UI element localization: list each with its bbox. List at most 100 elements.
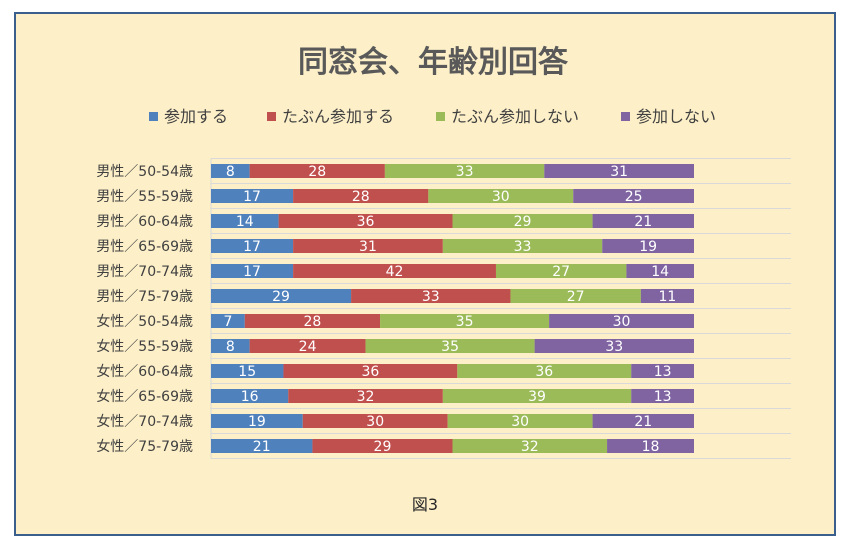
data-label: 33 (514, 239, 532, 255)
data-label: 19 (639, 239, 657, 255)
figure-caption: 図3 (412, 495, 438, 514)
legend-swatch (621, 112, 630, 121)
data-label: 24 (299, 339, 317, 355)
gridlines (210, 158, 791, 459)
data-label: 29 (514, 214, 532, 230)
bar-segment (457, 364, 632, 378)
data-label: 39 (528, 389, 546, 405)
legend-swatch (267, 112, 276, 121)
data-label: 17 (243, 239, 261, 255)
bar-segment (312, 439, 453, 453)
bar-segment (293, 239, 443, 253)
chart-svg: 同窓会、年齢別回答 参加する たぶん参加する たぶん参加しない 参加しない 男性／50… (96, 45, 791, 514)
bar-segment (211, 239, 294, 253)
bar-segment (211, 264, 294, 278)
category-label: 男性／50-54歳 (96, 164, 193, 180)
bar-segment (549, 314, 694, 328)
data-label: 21 (253, 439, 271, 455)
bars: 8 28 33 31 17 28 30 25 14 36 29 21 17 31 33 19 17 42 27 14 2… (211, 164, 694, 455)
category-label: 女性／55-59歳 (96, 338, 193, 355)
bar-segment (211, 414, 303, 428)
data-label: 32 (521, 439, 539, 455)
data-label: 13 (654, 389, 672, 405)
bar-segment (626, 264, 694, 278)
bar-segment (631, 364, 694, 378)
bar-segment (244, 314, 381, 328)
data-label: 21 (634, 214, 652, 230)
data-label: 13 (654, 364, 672, 380)
category-label: 女性／60-64歳 (96, 363, 193, 380)
data-label: 19 (248, 414, 266, 430)
data-label: 33 (422, 289, 440, 305)
category-label: 男性／70-74歳 (96, 264, 193, 280)
data-label: 36 (361, 364, 379, 380)
bar-segment (452, 214, 593, 228)
bar-segment (384, 164, 545, 178)
data-label: 11 (659, 289, 677, 305)
bar-segment (428, 189, 574, 203)
legend-label: たぶん参加する (282, 107, 394, 126)
legend-swatch (149, 112, 158, 121)
bar-segment (452, 439, 608, 453)
bar-segment (544, 164, 694, 178)
bar-segment (640, 289, 694, 303)
chart-area: 同窓会、年齢別回答 参加する たぶん参加する たぶん参加しない 参加しない 男性／50… (14, 12, 836, 536)
data-label: 36 (535, 364, 553, 380)
data-label: 7 (223, 314, 232, 330)
legend-swatch (436, 112, 445, 121)
bar-segment (293, 264, 496, 278)
data-label: 29 (374, 439, 392, 455)
data-label: 30 (511, 414, 529, 430)
bar-segment (442, 239, 603, 253)
data-label: 31 (359, 239, 377, 255)
data-label: 33 (456, 164, 474, 180)
data-label: 42 (386, 264, 404, 280)
bar-segment (211, 439, 313, 453)
legend-label: 参加する (164, 107, 228, 126)
bar-segment (592, 214, 694, 228)
bar-segment (534, 339, 694, 353)
data-label: 32 (357, 389, 375, 405)
data-label: 8 (226, 339, 235, 355)
bar-segment (211, 289, 352, 303)
data-label: 28 (352, 189, 370, 205)
category-label: 男性／75-79歳 (96, 289, 193, 305)
bar-segment (365, 339, 535, 353)
bar-segment (211, 214, 279, 228)
bar-segment (211, 339, 250, 353)
bar-segment (211, 164, 250, 178)
bar-segment (442, 389, 632, 403)
data-label: 30 (366, 414, 384, 430)
data-label: 28 (304, 314, 322, 330)
data-label: 15 (238, 364, 256, 380)
data-label: 30 (492, 189, 510, 205)
bar-segment (351, 289, 511, 303)
data-label: 35 (441, 339, 459, 355)
data-label: 25 (625, 189, 643, 205)
category-label: 女性／70-74歳 (96, 413, 193, 430)
bar-segment (278, 214, 453, 228)
bar-segment (283, 364, 458, 378)
bar-segment (495, 264, 627, 278)
data-label: 36 (357, 214, 375, 230)
data-label: 8 (226, 164, 235, 180)
data-label: 28 (308, 164, 326, 180)
data-label: 18 (642, 439, 660, 455)
data-label: 14 (651, 264, 669, 280)
bar-segment (631, 389, 694, 403)
data-label: 17 (243, 189, 261, 205)
chart-title: 同窓会、年齢別回答 (298, 45, 569, 80)
data-label: 17 (243, 264, 261, 280)
bar-segment (211, 189, 294, 203)
bar-segment (592, 414, 694, 428)
data-label: 27 (567, 289, 585, 305)
category-label: 女性／75-79歳 (96, 438, 193, 455)
legend-label: たぶん参加しない (451, 107, 579, 126)
bar-segment (302, 414, 448, 428)
category-labels: 男性／50-54歳男性／55-59歳男性／60-64歳男性／65-69歳男性／7… (96, 164, 193, 455)
category-label: 男性／65-69歳 (96, 239, 193, 255)
bar-segment (288, 389, 443, 403)
bar-segment (249, 164, 385, 178)
bar-segment (293, 189, 429, 203)
category-label: 女性／65-69歳 (96, 388, 193, 405)
